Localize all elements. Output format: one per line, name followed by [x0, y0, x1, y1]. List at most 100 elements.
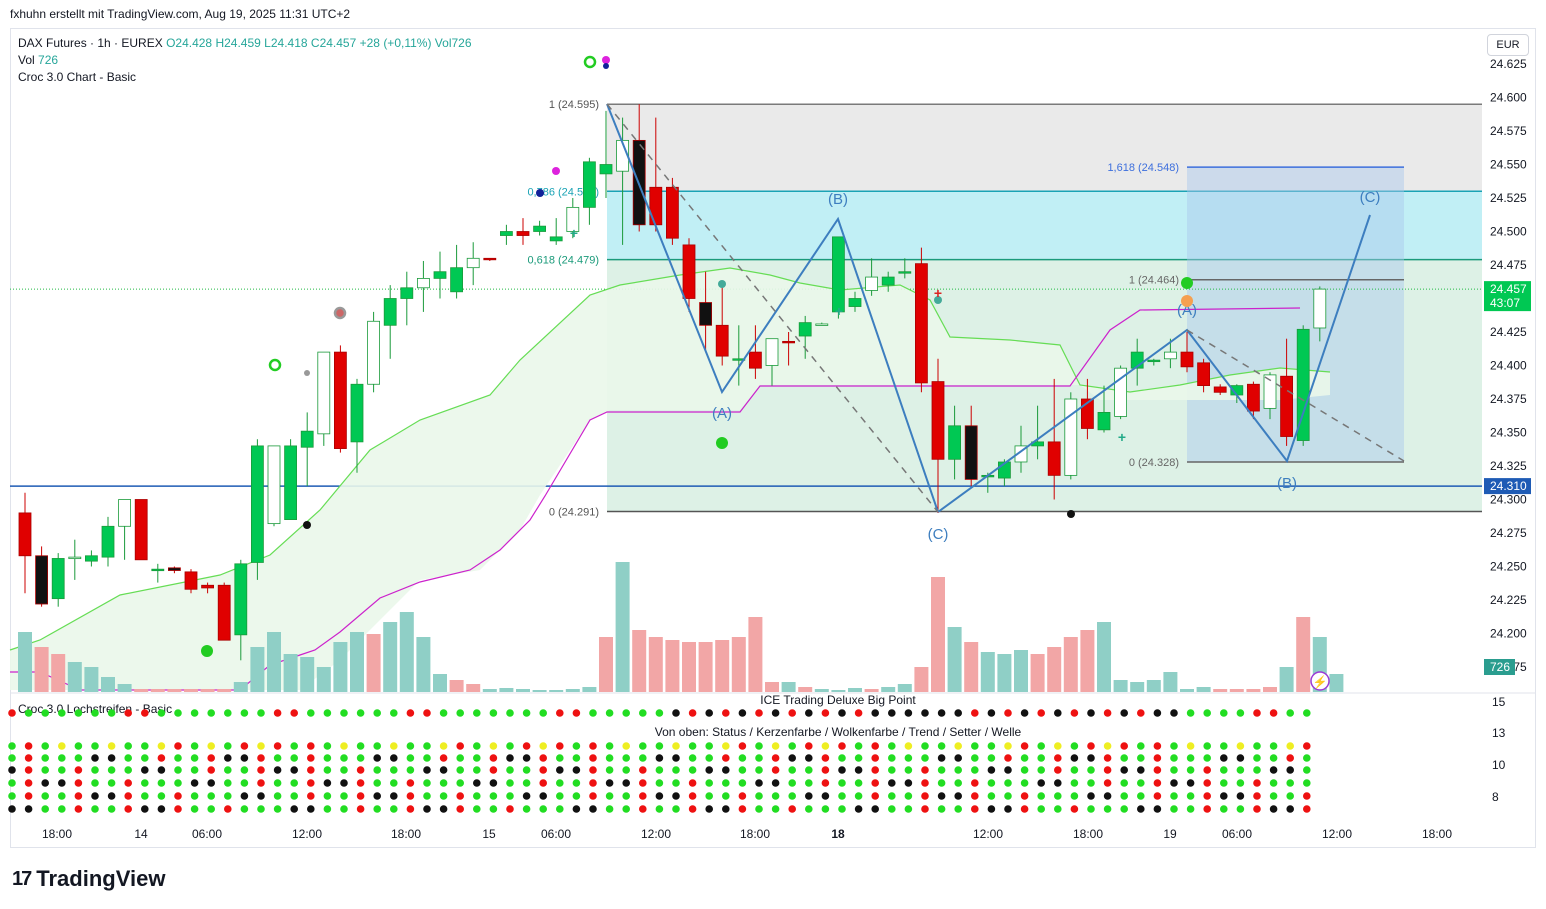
- signal-dot: [157, 754, 166, 762]
- signal-dot: [1103, 792, 1112, 800]
- signal-dot: [1054, 709, 1062, 717]
- plus-marker: +: [835, 303, 843, 319]
- volume-bar: [1130, 682, 1145, 692]
- y-tick-label: 24.425: [1490, 325, 1527, 339]
- signal-dot: [240, 766, 249, 774]
- signal-dot: [1087, 766, 1095, 774]
- signal-dot: [1120, 779, 1128, 787]
- candle-body: [765, 338, 779, 366]
- signal-dot: [738, 754, 747, 762]
- signal-dot: [41, 709, 49, 717]
- signal-dot: [539, 754, 547, 762]
- signal-dot: [921, 754, 929, 762]
- signal-dot: [888, 779, 896, 787]
- signal-dot: [821, 805, 830, 813]
- signal-dot: [655, 779, 664, 787]
- signal-dot: [91, 742, 99, 750]
- volume-label[interactable]: Vol: [18, 53, 35, 67]
- volume-bar: [416, 637, 431, 692]
- signal-dot: [622, 754, 630, 762]
- signal-dot: [340, 742, 348, 750]
- signal-dot: [722, 805, 730, 813]
- signal-dot: [1236, 805, 1245, 813]
- volume-bar: [267, 632, 281, 692]
- signal-dot: [41, 805, 49, 813]
- signal-dot: [174, 779, 182, 787]
- signal-dot: [821, 709, 830, 717]
- signal-dot: [290, 805, 299, 813]
- signal-dot: [539, 805, 547, 813]
- signal-dot: [871, 709, 879, 717]
- tradingview-logo[interactable]: 17 TradingView: [12, 866, 165, 892]
- signal-dot: [1253, 742, 1261, 750]
- x-tick-label: 18:00: [1422, 827, 1452, 841]
- dots-pane-left-title: Croc 3.0 Lochstreifen - Basic: [18, 702, 172, 716]
- signal-dot: [141, 792, 149, 800]
- signal-dot: [639, 766, 647, 774]
- signal-dot: [937, 754, 946, 762]
- volume-bar: [682, 642, 696, 692]
- indicator-label[interactable]: Croc 3.0 Chart - Basic: [18, 70, 137, 84]
- signal-dot: [24, 779, 33, 787]
- candle-body: [85, 555, 98, 562]
- signal-dot: [921, 792, 929, 800]
- signal-marker: [304, 370, 310, 376]
- signal-dot: [888, 709, 896, 717]
- signal-dot: [688, 709, 697, 717]
- fib-ext-label: 1 (24.464): [1129, 275, 1179, 287]
- signal-dot: [821, 779, 830, 787]
- signal-dot: [8, 766, 16, 774]
- signal-dot: [24, 754, 33, 762]
- signal-dot: [1269, 779, 1278, 787]
- signal-dot: [1137, 792, 1145, 800]
- signal-dot: [273, 709, 282, 717]
- signal-dot: [1220, 709, 1228, 717]
- signal-dot: [74, 792, 83, 800]
- signal-dot: [124, 754, 132, 762]
- x-tick-label: 14: [134, 827, 148, 841]
- volume-bar: [715, 640, 730, 692]
- signal-dot: [987, 766, 996, 774]
- signal-dot: [307, 709, 315, 717]
- signal-dot: [340, 754, 348, 762]
- signal-dot: [1020, 754, 1029, 762]
- signal-dot: [954, 779, 962, 787]
- volume-bar: [433, 674, 447, 692]
- signal-dot: [157, 792, 166, 800]
- signal-dot: [722, 742, 730, 750]
- signal-dot: [672, 709, 680, 717]
- plus-marker: +: [934, 285, 942, 301]
- signal-dot: [738, 742, 747, 750]
- signal-dot: [1236, 742, 1245, 750]
- signal-dot: [1020, 805, 1029, 813]
- signal-dot: [871, 754, 879, 762]
- signal-marker: [718, 280, 726, 288]
- currency-button[interactable]: EUR: [1487, 34, 1529, 56]
- signal-marker: [716, 437, 728, 449]
- candle-body: [201, 584, 215, 589]
- signal-dot: [1054, 742, 1062, 750]
- candle-body: [1164, 351, 1177, 360]
- signal-dot: [257, 779, 265, 787]
- candle-body: [450, 267, 464, 293]
- volume-bar: [184, 689, 198, 692]
- signal-dot: [141, 754, 149, 762]
- signal-dot: [406, 766, 415, 774]
- signal-dot: [406, 792, 415, 800]
- signal-dot: [340, 779, 348, 787]
- signal-dot: [1070, 742, 1079, 750]
- signal-dot: [1103, 766, 1112, 774]
- signal-dot: [290, 742, 299, 750]
- symbol-label[interactable]: DAX Futures · 1h · EUREX: [18, 36, 163, 50]
- signal-dot: [157, 779, 166, 787]
- signal-dot: [24, 805, 33, 813]
- signal-dot: [124, 766, 132, 774]
- signal-dot: [74, 805, 83, 813]
- dots-pane-tick: 8: [1492, 790, 1499, 804]
- signal-dot: [207, 766, 215, 774]
- signal-dot: [522, 766, 531, 774]
- signal-dot: [323, 766, 332, 774]
- signal-dot: [1303, 709, 1311, 717]
- volume-bar: [731, 637, 746, 692]
